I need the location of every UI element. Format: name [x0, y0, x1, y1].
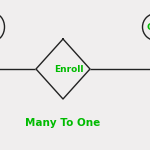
Ellipse shape	[0, 14, 4, 40]
Text: C: C	[147, 22, 150, 32]
Text: Enroll: Enroll	[54, 64, 84, 74]
Text: Many To One: Many To One	[25, 118, 101, 128]
Polygon shape	[36, 39, 90, 99]
Ellipse shape	[142, 14, 150, 40]
